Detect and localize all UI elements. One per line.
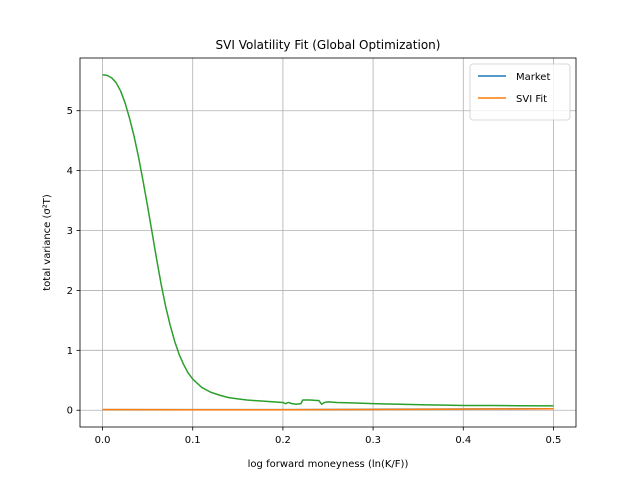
plot-frame (79, 57, 577, 428)
y-axis-label: total variance (σ²T) (42, 194, 53, 291)
legend-label: Market (516, 72, 550, 83)
series-line-2 (102, 74, 554, 407)
axis-ticks: 0.0 0.1 0.2 0.3 0.4 0.5 0 1 2 3 4 5 (67, 106, 562, 446)
legend: Market SVI Fit (469, 63, 571, 121)
y-tick-label: 0 (67, 406, 73, 417)
legend-box (469, 63, 571, 121)
series-line-1 (102, 407, 554, 411)
y-tick-label: 2 (67, 286, 73, 297)
x-tick-label: 0.3 (365, 435, 381, 446)
x-tick-label: 0.1 (185, 435, 201, 446)
y-tick-label: 3 (67, 226, 73, 237)
x-tick-label: 0.4 (455, 435, 471, 446)
legend-label: SVI Fit (516, 94, 547, 105)
chart-title: SVI Volatility Fit (Global Optimization) (216, 38, 441, 52)
x-tick-label: 0.0 (95, 435, 111, 446)
y-tick-label: 5 (67, 106, 73, 117)
y-tick-label: 4 (67, 166, 73, 177)
x-tick-label: 0.5 (546, 435, 562, 446)
plot-lines (102, 74, 554, 411)
y-tick-label: 1 (67, 346, 73, 357)
x-tick-label: 0.2 (275, 435, 291, 446)
x-axis-label: log forward moneyness (ln(K/F)) (248, 459, 409, 470)
